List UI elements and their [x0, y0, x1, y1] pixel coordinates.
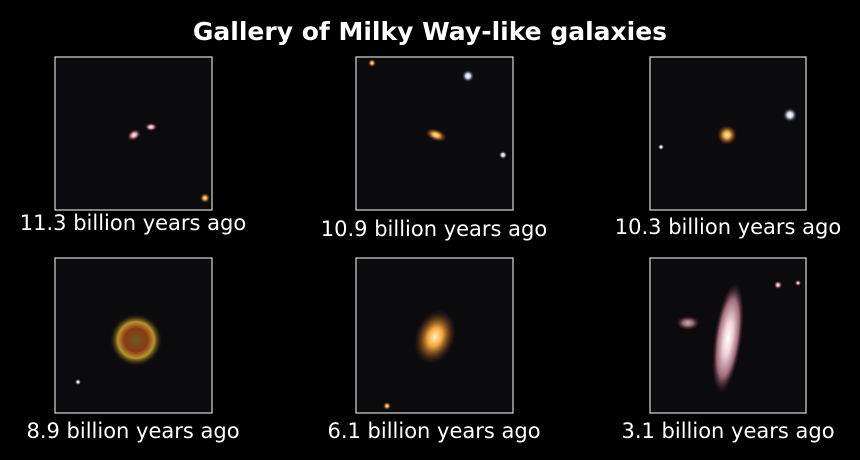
galaxy [145, 123, 157, 131]
caption: 11.3 billion years ago [20, 211, 246, 235]
star [658, 144, 664, 150]
star [200, 193, 210, 203]
galaxy [717, 125, 737, 145]
star [499, 151, 507, 159]
galaxy [110, 314, 162, 366]
star [368, 59, 376, 67]
panel: 3.1 billion years ago [621, 257, 835, 443]
galaxy [712, 282, 744, 394]
panel: 6.1 billion years ago [327, 257, 541, 443]
star [462, 70, 474, 82]
title: Gallery of Milky Way-like galaxies [193, 17, 667, 46]
star [795, 280, 801, 286]
galaxy [676, 316, 700, 330]
caption: 10.9 billion years ago [321, 217, 547, 241]
panel: 8.9 billion years ago [26, 257, 240, 443]
panel: 10.3 billion years ago [615, 56, 841, 239]
galaxy [425, 128, 447, 142]
panel: 10.9 billion years ago [321, 56, 547, 241]
star [75, 379, 81, 385]
star [383, 402, 391, 410]
galaxy [413, 309, 457, 365]
panel: 11.3 billion years ago [20, 56, 246, 235]
galaxy [127, 129, 141, 141]
caption: 8.9 billion years ago [26, 419, 239, 443]
star [774, 281, 782, 289]
star [783, 108, 797, 122]
caption: 3.1 billion years ago [621, 419, 834, 443]
caption: 6.1 billion years ago [327, 419, 540, 443]
caption: 10.3 billion years ago [615, 215, 841, 239]
